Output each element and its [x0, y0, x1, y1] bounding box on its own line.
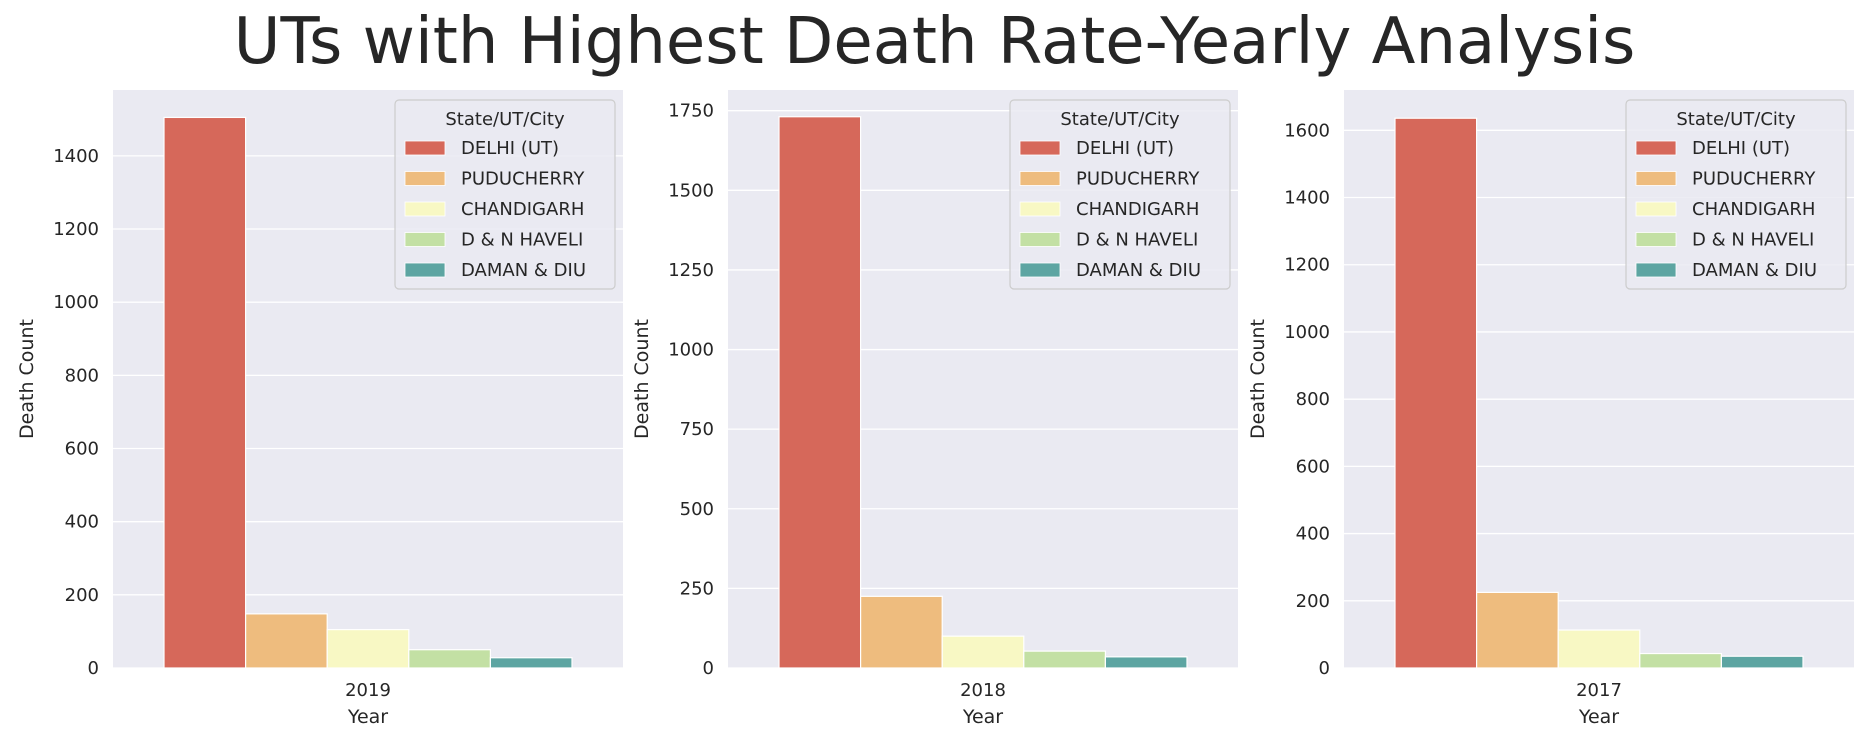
legend-swatch — [1635, 232, 1677, 247]
legend-entry: CHANDIGARH — [461, 199, 584, 220]
bar-delhi-ut — [1394, 117, 1478, 669]
y-tick-label: 400 — [65, 512, 99, 533]
legend-entry: D & N HAVELI — [1076, 230, 1198, 251]
bar-chandigarh — [326, 628, 410, 669]
bar-d-n-haveli — [1639, 652, 1723, 669]
legend-swatch — [1635, 262, 1677, 278]
legend: State/UT/City DELHI (UT) PUDUCHERRY CHANDIG… — [1625, 99, 1847, 290]
y-axis-label: Death Count — [631, 319, 653, 439]
legend-entry: D & N HAVELI — [1692, 230, 1814, 251]
legend-swatch — [1019, 140, 1061, 156]
x-axis-label: Year — [1578, 706, 1619, 728]
y-tick-label: 1200 — [53, 219, 99, 240]
legend-swatch — [1019, 171, 1061, 186]
y-tick-label: 250 — [680, 578, 714, 599]
bar-delhi-ut — [778, 116, 862, 669]
figure-title: UTs with Highest Death Rate-Yearly Analy… — [233, 5, 1636, 79]
y-tick-label: 600 — [65, 439, 99, 460]
legend-box — [1009, 99, 1231, 290]
legend-swatch — [1019, 232, 1061, 247]
y-tick-label: 1400 — [1284, 188, 1330, 209]
chart-panel-2019: 0 200 400 600 800 1000 1200 1400 2019 Year Death C… — [16, 90, 623, 728]
legend-swatch — [1019, 201, 1061, 217]
x-axis-label: Year — [347, 706, 388, 728]
y-tick-label: 0 — [703, 658, 714, 679]
legend-swatch — [404, 262, 446, 278]
y-tick-label: 0 — [88, 658, 99, 679]
y-tick-label: 500 — [680, 499, 714, 520]
y-tick-label: 1750 — [668, 101, 714, 122]
x-tick-label: 2017 — [1576, 680, 1622, 701]
y-tick-label: 800 — [65, 365, 99, 386]
legend-entry: DELHI (UT) — [1076, 138, 1174, 159]
bar-delhi-ut — [163, 116, 247, 669]
legend-swatch — [1635, 171, 1677, 186]
y-tick-label: 1250 — [668, 260, 714, 281]
bar-chandigarh — [941, 635, 1025, 669]
y-tick-label: 1000 — [1284, 322, 1330, 343]
legend-swatch — [404, 201, 446, 217]
legend: State/UT/City DELHI (UT) PUDUCHERRY CHANDIG… — [394, 99, 616, 290]
legend-box — [1625, 99, 1847, 290]
bar-chandigarh — [1557, 629, 1641, 669]
legend-box — [394, 99, 616, 290]
bar-puducherry — [1475, 591, 1559, 669]
y-tick-label: 1200 — [1284, 255, 1330, 276]
chart-panel-2018: 0 250 500 750 1000 1250 1500 1750 2018 Year Death … — [631, 90, 1238, 728]
y-tick-label: 200 — [1296, 591, 1330, 612]
legend-entry: DAMAN & DIU — [1076, 260, 1201, 281]
legend-swatch — [404, 171, 446, 186]
bar-d-n-haveli — [408, 649, 491, 669]
legend-entry: CHANDIGARH — [1692, 199, 1815, 220]
legend: State/UT/City DELHI (UT) PUDUCHERRY CHANDIG… — [1009, 99, 1231, 290]
bar-daman-diu — [1104, 656, 1188, 669]
legend-swatch — [404, 140, 446, 156]
chart-panel-2017: 0 200 400 600 800 1000 1200 1400 1600 2017 Year Dea… — [1247, 90, 1854, 728]
legend-entry: PUDUCHERRY — [1692, 169, 1816, 190]
y-tick-label: 750 — [680, 419, 714, 440]
y-axis-label: Death Count — [16, 319, 38, 439]
bar-puducherry — [245, 613, 328, 669]
x-tick-label: 2018 — [960, 680, 1006, 701]
legend-entry: CHANDIGARH — [1076, 199, 1199, 220]
legend-entry: DELHI (UT) — [461, 138, 559, 159]
bar-d-n-haveli — [1023, 650, 1106, 669]
y-tick-label: 1000 — [53, 292, 99, 313]
legend-title: State/UT/City — [1060, 109, 1180, 130]
legend-entry: PUDUCHERRY — [461, 169, 585, 190]
y-axis-label: Death Count — [1247, 319, 1269, 439]
y-tick-label: 200 — [65, 585, 99, 606]
y-tick-label: 800 — [1296, 389, 1330, 410]
legend-entry: DELHI (UT) — [1692, 138, 1790, 159]
y-tick-label: 1000 — [668, 340, 714, 361]
legend-title: State/UT/City — [445, 109, 565, 130]
x-axis-label: Year — [962, 706, 1003, 728]
y-tick-label: 1400 — [53, 146, 99, 167]
y-tick-label: 400 — [1296, 524, 1330, 545]
legend-swatch — [1635, 201, 1677, 217]
y-tick-label: 0 — [1319, 658, 1330, 679]
bar-daman-diu — [1720, 655, 1804, 669]
y-tick-label: 1600 — [1284, 120, 1330, 141]
bar-daman-diu — [489, 657, 573, 669]
legend-entry: D & N HAVELI — [461, 230, 583, 251]
y-tick-label: 1500 — [668, 180, 714, 201]
bar-puducherry — [859, 595, 943, 669]
x-tick-label: 2019 — [345, 680, 391, 701]
legend-entry: PUDUCHERRY — [1076, 169, 1200, 190]
y-tick-label: 600 — [1296, 456, 1330, 477]
legend-entry: DAMAN & DIU — [1692, 260, 1817, 281]
legend-swatch — [404, 232, 446, 247]
legend-entry: DAMAN & DIU — [461, 260, 586, 281]
legend-swatch — [1019, 262, 1061, 278]
legend-swatch — [1635, 140, 1677, 156]
legend-title: State/UT/City — [1676, 109, 1796, 130]
